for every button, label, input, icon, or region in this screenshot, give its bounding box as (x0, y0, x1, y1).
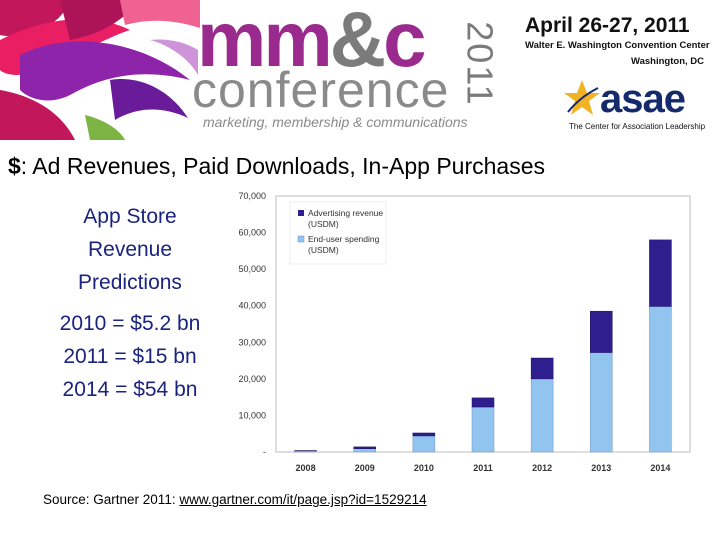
bar-advertising-2009 (353, 446, 376, 449)
y-tick-label: 10,000 (238, 410, 266, 420)
legend-label-end-user-unit: (USDM) (308, 245, 339, 255)
logo-conference-text: conference (192, 62, 450, 118)
legend-label-end-user: End-user spending (308, 234, 380, 244)
x-tick-label: 2009 (355, 463, 375, 473)
bar-end-user-2012 (530, 378, 554, 453)
bar-end-user-2009 (353, 448, 376, 453)
source-prefix: Source: Gartner 2011: (43, 492, 180, 507)
legend-swatch-end-user (297, 235, 305, 243)
paint-splash-graphic (0, 0, 200, 140)
prediction-row-2014: 2014 = $54 bn (62, 378, 198, 401)
legend-label-advertising-unit: (USDM) (308, 219, 339, 229)
asae-logo-text: asae (600, 77, 686, 121)
revenue-bar-chart: - 10,000 20,000 30,000 40,000 50,000 60,000 70,… (238, 192, 691, 473)
legend-label-advertising: Advertising revenue (308, 208, 383, 218)
revenue-predictions: App Store Revenue Predictions 2010 = $5.… (30, 200, 230, 401)
logo-tagline: marketing, membership & communications (203, 114, 468, 130)
x-tick-label: 2014 (650, 463, 670, 473)
logo-wordmark: mm&c (197, 0, 426, 84)
y-tick-label: 40,000 (238, 301, 266, 311)
legend-swatch-advertising (298, 210, 304, 216)
slide-headline: $: Ad Revenues, Paid Downloads, In-App P… (8, 152, 718, 180)
x-tick-label: 2011 (473, 463, 493, 473)
headline-text: : Ad Revenues, Paid Downloads, In-App Pu… (20, 153, 545, 179)
event-city: Washington, DC (631, 56, 704, 67)
bar-advertising-2012 (530, 357, 554, 380)
legend-box (289, 201, 387, 265)
prediction-row-2010: 2010 = $5.2 bn (59, 312, 201, 335)
y-tick-label: 20,000 (238, 374, 266, 384)
bar-advertising-2014 (649, 239, 672, 307)
conference-banner: mm&c conference marketing, membership & … (0, 0, 720, 140)
bar-advertising-2011 (471, 397, 495, 408)
logo-year: 2011 (460, 14, 502, 114)
bar-end-user-2014 (649, 306, 672, 453)
x-tick-label: 2013 (591, 463, 611, 473)
predictions-title-line: Revenue (87, 238, 173, 261)
bar-end-user-2011 (471, 406, 495, 453)
y-tick-label: 30,000 (238, 337, 266, 347)
x-tick-label: 2008 (296, 463, 316, 473)
logo-c-text: c (383, 0, 426, 83)
logo-year-text: 2011 (460, 21, 502, 107)
x-tick-label: 2012 (532, 463, 552, 473)
event-date: April 26-27, 2011 (525, 14, 690, 37)
bar-end-user-2013 (590, 352, 613, 453)
bar-advertising-2013 (590, 310, 613, 353)
logo-ampersand-text: & (329, 0, 386, 83)
source-citation: Source: Gartner 2011: www.gartner.com/it… (43, 491, 427, 509)
x-tick-label: 2010 (414, 463, 434, 473)
dollar-symbol: $ (8, 153, 21, 179)
y-tick-label: 60,000 (238, 228, 266, 238)
y-tick-label: 70,000 (238, 192, 266, 201)
asae-star-icon (564, 80, 600, 115)
y-tick-label: 50,000 (238, 264, 266, 274)
logo-mm-text: mm (197, 0, 333, 83)
prediction-row-2011: 2011 = $15 bn (63, 345, 197, 368)
asae-tagline: The Center for Association Leadership (569, 122, 706, 131)
bar-advertising-2010 (412, 432, 436, 437)
y-tick-label: - (263, 447, 266, 457)
source-link[interactable]: www.gartner.com/it/page.jsp?id=1529214 (179, 492, 427, 507)
bar-end-user-2010 (412, 435, 436, 453)
predictions-title-line: App Store (83, 205, 177, 228)
predictions-title-line: Predictions (78, 271, 182, 294)
event-venue: Walter E. Washington Convention Center (525, 40, 710, 51)
